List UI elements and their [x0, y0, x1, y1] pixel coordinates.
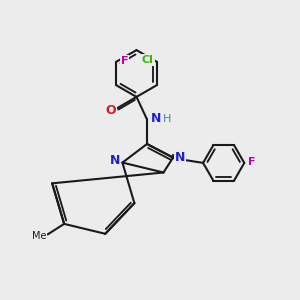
Text: Me: Me	[32, 231, 46, 241]
Text: N: N	[151, 112, 161, 125]
Text: N: N	[175, 151, 185, 164]
Text: H: H	[163, 114, 171, 124]
Text: F: F	[121, 56, 128, 66]
Text: Cl: Cl	[142, 55, 154, 65]
Text: N: N	[110, 154, 120, 167]
Text: F: F	[248, 157, 256, 167]
Text: O: O	[105, 104, 116, 118]
